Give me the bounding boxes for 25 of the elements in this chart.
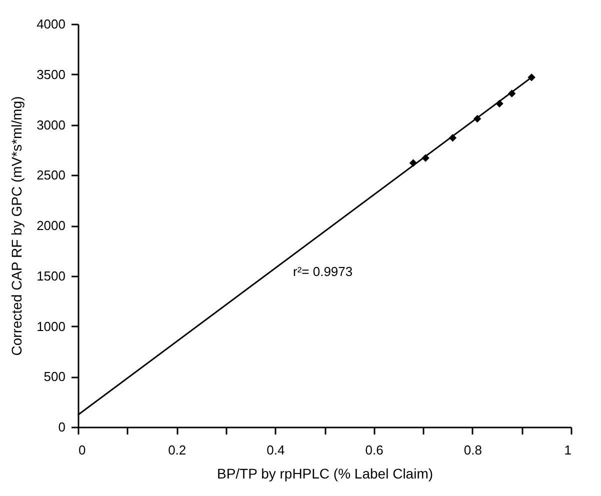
x-tick-label: 0 [78,442,86,458]
point [409,159,418,167]
annotation: r²= 0.9973 [293,264,353,279]
point [528,74,536,82]
point [448,134,457,142]
point [508,90,516,98]
x-tick-label: 0.2 [168,442,186,458]
y-axis-title: Corrected CAP RF by GPC (mV*s*ml/mg) [8,96,25,356]
y-tick-label: 2000 [36,218,66,233]
y-tick-label: 3500 [36,66,66,82]
point [422,154,430,162]
x-axis-title: BP/TP by rpHPLC (% Label Claim) [216,466,434,482]
y-tick-label: 2500 [36,168,66,183]
y-tick-label: 1500 [36,268,66,284]
y-tick-label: 500 [44,369,66,384]
point [473,114,482,123]
y-tick-label: 4000 [36,16,66,32]
x-tick-label: 0.4 [266,442,285,458]
point [496,100,504,108]
y-tick-label: 1000 [36,318,66,334]
x-tick-label: 0.6 [365,442,384,458]
x-tick-label: 1 [564,442,572,458]
x-tick-label: 0.8 [464,442,482,458]
y-tick-label: 3000 [36,117,66,132]
y-tick-label: 0 [58,420,66,434]
